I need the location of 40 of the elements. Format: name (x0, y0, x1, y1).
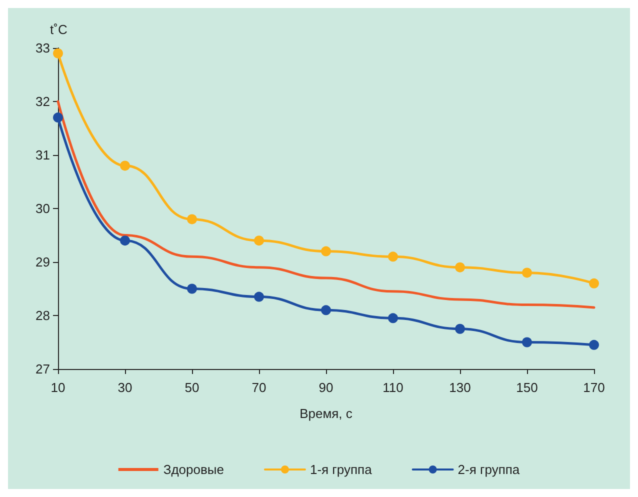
point (53, 48, 63, 58)
point (589, 278, 599, 288)
x-tick-label: 130 (449, 380, 471, 395)
x-tick-label: 30 (118, 380, 132, 395)
point (522, 268, 532, 278)
x-tick-label: 70 (252, 380, 266, 395)
x-tick-label: 50 (184, 380, 200, 395)
point (455, 262, 465, 272)
x-tick-label: 10 (50, 380, 66, 395)
point (120, 236, 130, 246)
point (455, 324, 465, 334)
y-tick-label: 32 (36, 94, 50, 109)
point (254, 292, 264, 302)
point (120, 160, 130, 171)
y-tick-label: 33 (36, 40, 50, 56)
x-tick-label: 170 (583, 380, 605, 395)
point (321, 305, 331, 316)
x-tick-label: 90 (318, 380, 334, 395)
y-tick-label: 28 (36, 308, 50, 323)
point (589, 340, 599, 350)
x-axis-title: Время, с (300, 406, 353, 421)
legend-label: Здоровые (163, 462, 224, 477)
point (522, 337, 532, 348)
y-tick-label: 30 (36, 201, 50, 216)
line-series (56, 100, 596, 309)
y-tick-label: 29 (36, 254, 50, 270)
legend-label: 2-я группа (458, 462, 520, 477)
y-axis-title: t˚C (50, 22, 68, 37)
point (388, 313, 398, 324)
point (254, 236, 264, 246)
point (187, 284, 197, 294)
point (388, 252, 398, 262)
point (321, 246, 331, 256)
y-tick-label: 27 (36, 362, 50, 376)
point (187, 214, 197, 224)
x-tick-label: 150 (516, 380, 538, 395)
legend-label: 1-я группа (310, 462, 373, 477)
y-tick-label: 31 (36, 148, 50, 162)
point (53, 112, 63, 123)
x-tick-label: 110 (382, 380, 404, 395)
